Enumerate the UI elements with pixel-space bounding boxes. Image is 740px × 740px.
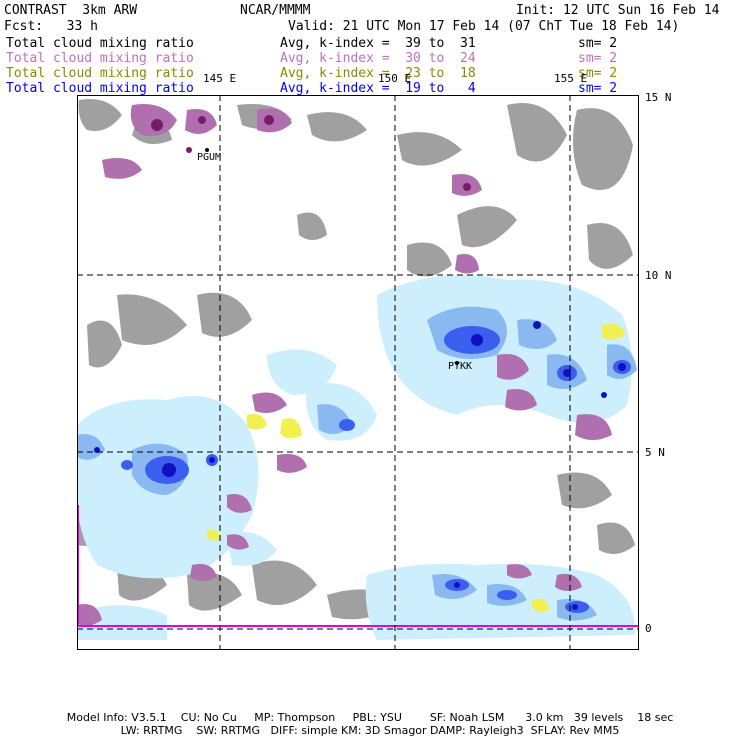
legend-range-1: Avg, k-index = 39 to 31 xyxy=(280,36,476,51)
lon-label-155e: 155 E xyxy=(554,72,588,85)
init-time: Init: 12 UTC Sun 16 Feb 14 xyxy=(516,3,720,18)
legend-field-3: Total cloud mixing ratio xyxy=(6,66,194,81)
legend-field-1: Total cloud mixing ratio xyxy=(6,36,194,51)
legend-range-4: Avg, k-index = 19 to 4 xyxy=(280,81,476,96)
yellow-cloud-layer xyxy=(207,323,625,612)
legend-range-2: Avg, k-index = 30 to 24 xyxy=(280,51,476,66)
lat-label-10n: 10 N xyxy=(645,269,672,282)
legend-smooth-3: sm= 2 xyxy=(578,66,618,81)
valid-time: Valid: 21 UTC Mon 17 Feb 14 (07 ChT Tue … xyxy=(288,19,680,34)
legend-smooth-1: sm= 2 xyxy=(578,36,618,51)
station-marker-ptkk xyxy=(455,361,459,365)
legend-range-3: Avg, k-index = 23 to 18 xyxy=(280,66,476,81)
station-label-pgum: PGUM xyxy=(197,152,222,163)
model-info-line-1: Model Info: V3.5.1 CU: No Cu MP: Thompso… xyxy=(66,711,674,724)
legend-field-4: Total cloud mixing ratio xyxy=(6,81,194,96)
lat-label-15n: 15 N xyxy=(645,91,672,104)
model-title: CONTRAST 3km ARW xyxy=(4,3,138,18)
purple-cloud-layer xyxy=(77,104,612,626)
station-marker-pgum xyxy=(205,148,209,152)
station-label-ptkk: PTKK xyxy=(448,361,473,372)
forecast-hour: Fcst: 33 h xyxy=(4,19,98,34)
organization: NCAR/MMMM xyxy=(240,3,311,18)
lon-label-145e: 145 E xyxy=(203,72,237,85)
cloud-map xyxy=(77,95,639,650)
dark-blue-cloud-centers xyxy=(94,321,626,610)
lat-label-5n: 5 N xyxy=(645,446,665,459)
map-frame xyxy=(77,95,639,650)
legend-smooth-2: sm= 2 xyxy=(578,51,618,66)
grid-lines xyxy=(77,95,639,650)
lat-label-0: 0 xyxy=(645,622,652,635)
lon-label-150e: 150 E xyxy=(378,72,412,85)
legend-field-2: Total cloud mixing ratio xyxy=(6,51,194,66)
model-info-line-2: LW: RRTMG SW: RRTMG DIFF: simple KM: 3D … xyxy=(120,724,620,737)
legend-smooth-4: sm= 2 xyxy=(578,81,618,96)
dark-purple-cores xyxy=(151,115,471,191)
